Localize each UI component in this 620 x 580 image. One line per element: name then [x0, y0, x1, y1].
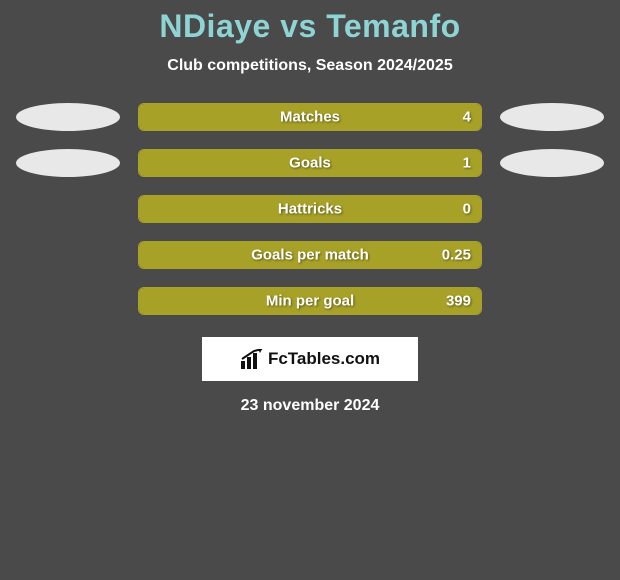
- stat-label: Hattricks: [278, 201, 342, 218]
- stat-bar: Matches 4: [138, 103, 482, 131]
- subtitle: Club competitions, Season 2024/2025: [0, 57, 620, 75]
- stat-bar: Min per goal 399: [138, 287, 482, 315]
- stat-value: 0.25: [442, 247, 471, 264]
- logo-box[interactable]: FcTables.com: [202, 337, 418, 381]
- chart-icon: [240, 349, 264, 369]
- right-ellipse: [500, 103, 604, 131]
- stat-label: Goals: [289, 155, 331, 172]
- stat-row: Min per goal 399: [0, 287, 620, 315]
- stat-label: Min per goal: [266, 293, 354, 310]
- stat-label: Goals per match: [251, 247, 369, 264]
- stat-value: 399: [446, 293, 471, 310]
- right-ellipse: [500, 149, 604, 177]
- stat-rows: Matches 4 Goals 1 Hattricks 0 Goals per match 0…: [0, 103, 620, 315]
- stat-value: 4: [463, 109, 471, 126]
- left-ellipse: [16, 103, 120, 131]
- stat-label: Matches: [280, 109, 340, 126]
- logo-text: FcTables.com: [268, 349, 380, 369]
- page-title: NDiaye vs Temanfo: [0, 8, 620, 45]
- stat-row: Matches 4: [0, 103, 620, 131]
- stat-row: Goals per match 0.25: [0, 241, 620, 269]
- stat-row: Hattricks 0: [0, 195, 620, 223]
- stat-bar: Goals per match 0.25: [138, 241, 482, 269]
- stat-bar: Hattricks 0: [138, 195, 482, 223]
- left-ellipse: [16, 149, 120, 177]
- stat-value: 0: [463, 201, 471, 218]
- stat-row: Goals 1: [0, 149, 620, 177]
- stat-bar: Goals 1: [138, 149, 482, 177]
- stat-value: 1: [463, 155, 471, 172]
- date-label: 23 november 2024: [0, 397, 620, 415]
- comparison-container: NDiaye vs Temanfo Club competitions, Sea…: [0, 0, 620, 415]
